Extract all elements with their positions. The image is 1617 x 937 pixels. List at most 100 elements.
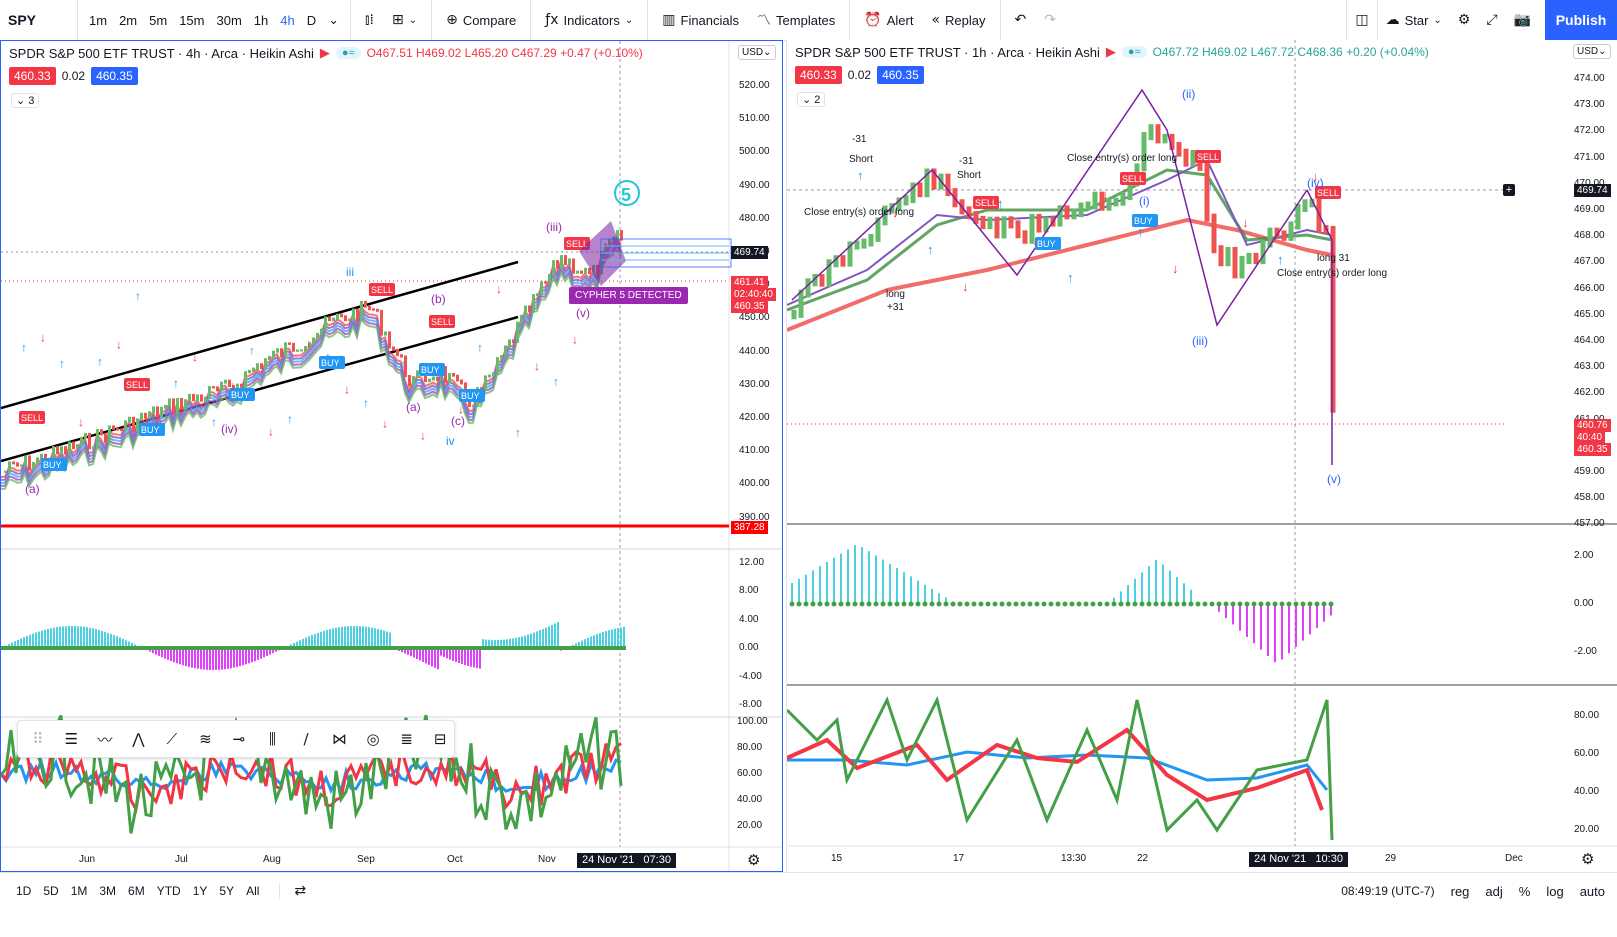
fib-retracement-icon[interactable]: ≣	[400, 730, 413, 748]
fib-channel-icon[interactable]: ≋	[199, 730, 212, 748]
adj-toggle[interactable]: adj	[1485, 883, 1503, 899]
candle	[966, 206, 972, 220]
chart-settings-icon[interactable]: ⚙	[747, 851, 761, 869]
alert-button[interactable]: ⏰ Alert	[856, 0, 921, 40]
timeframe-2m[interactable]: 2m	[119, 12, 138, 28]
log-toggle[interactable]: log	[1546, 883, 1564, 899]
wave-line	[791, 88, 1308, 327]
candle	[12, 461, 15, 465]
undo-icon[interactable]: ↶	[1014, 12, 1027, 28]
ray-icon[interactable]: ∕	[303, 730, 309, 748]
range-5D[interactable]: 5D	[43, 884, 59, 898]
layout-name-button[interactable]: ☁ Star ⌄	[1376, 0, 1450, 40]
timeframe-5m[interactable]: 5m	[149, 12, 168, 28]
ask-price[interactable]: 460.35	[877, 66, 924, 84]
abc-pattern-icon[interactable]: 〰	[97, 730, 113, 749]
range-3M[interactable]: 3M	[99, 884, 117, 898]
arrow-marker: ↑	[325, 350, 331, 364]
timeframe-30m[interactable]: 30m	[216, 12, 242, 28]
currency-select[interactable]: USD⌄	[738, 45, 776, 60]
camera-icon[interactable]: 📷	[1513, 12, 1531, 28]
range-1D[interactable]: 1D	[16, 884, 32, 898]
compare-button[interactable]: ⊕ Compare	[438, 0, 524, 40]
replay-button[interactable]: «Replay	[923, 0, 993, 40]
timeframe-chevron-icon[interactable]: ⌄	[328, 12, 340, 27]
candle	[216, 386, 219, 392]
clock[interactable]: 08:49:19 (UTC-7)	[1341, 884, 1435, 898]
auto-toggle[interactable]: auto	[1579, 883, 1605, 899]
right-chart-canvas[interactable]: SELL BUY BUY SELL SELL SELL (ii) (i) (iii) (iv) (v…	[787, 40, 1617, 870]
xabcd-pattern-icon[interactable]: ⋈	[332, 730, 348, 748]
time-tick: 22	[1137, 853, 1149, 864]
ask-price[interactable]: 460.35	[91, 67, 138, 85]
flag-icon[interactable]: ▶	[319, 45, 330, 60]
financials-button[interactable]: ▥ Financials	[654, 0, 747, 40]
indicators-collapse[interactable]: ⌄ 2	[797, 92, 826, 107]
left-chart-pane[interactable]: SELL BUY BUY SELL BUY BUY SELL BUY SELL BUY SELL ↑ ↓…	[0, 40, 783, 872]
timeframe-1m[interactable]: 1m	[89, 12, 108, 28]
percent-toggle[interactable]: %	[1518, 883, 1531, 899]
candle-type-icon[interactable]: ⊞ ⌄	[391, 12, 418, 28]
indicators-button[interactable]: ƒx Indicators ⌄	[537, 0, 641, 40]
left-chart-canvas[interactable]: SELL BUY BUY SELL BUY BUY SELL BUY SELL BUY SELL ↑ ↓…	[1, 41, 782, 871]
trend-line-icon[interactable]: ⟋	[166, 730, 178, 748]
chart-settings-icon[interactable]: ⚙	[1581, 850, 1595, 868]
add-alert-plus-icon[interactable]: +	[1503, 184, 1515, 196]
channel-lower-line[interactable]	[1, 315, 519, 463]
measure-icon[interactable]: ⊟	[433, 730, 447, 748]
right-chart-pane[interactable]: SELL BUY BUY SELL SELL SELL (ii) (i) (iii) (iv) (v…	[786, 40, 1617, 872]
arrow-marker: ↓	[344, 382, 350, 396]
macd-tick: 4.00	[739, 613, 759, 625]
channel-upper-line[interactable]	[1, 260, 519, 410]
horizontal-ray-icon[interactable]: ⊸	[232, 730, 246, 748]
status-icon[interactable]: ●≈	[335, 47, 361, 59]
status-icon[interactable]: ●≈	[1121, 46, 1147, 58]
range-1Y[interactable]: 1Y	[192, 884, 208, 898]
timeframe-D[interactable]: D	[306, 12, 317, 28]
currency-select[interactable]: USD⌄	[1573, 44, 1611, 59]
flag-icon[interactable]: ▶	[1105, 44, 1116, 59]
timeframe-1h[interactable]: 1h	[253, 12, 269, 28]
timeframe-15m[interactable]: 15m	[179, 12, 205, 28]
signal-dot	[978, 601, 984, 607]
drag-handle-icon[interactable]: ⠿	[32, 730, 44, 748]
range-5Y[interactable]: 5Y	[219, 884, 235, 898]
left-title[interactable]: SPDR S&P 500 ETF TRUST · 4h · Arca · Hei…	[9, 45, 314, 61]
range-All[interactable]: All	[246, 884, 260, 898]
arrow-marker: ↓	[1032, 233, 1039, 248]
candle	[56, 446, 59, 455]
bid-price[interactable]: 460.33	[795, 66, 842, 84]
price-tick: 459.00	[1574, 466, 1605, 477]
indicators-collapse[interactable]: ⌄ 3	[11, 93, 40, 108]
range-1M[interactable]: 1M	[70, 884, 88, 898]
signal-text: BUY	[321, 358, 340, 368]
fullscreen-icon[interactable]: ⤢	[1486, 12, 1498, 28]
signal-dot	[1230, 601, 1236, 607]
candle	[1190, 150, 1196, 167]
bottom-toolbar: 1D 5D 1M 3M 6M YTD 1Y 5Y All ⇄ 08:49:19 (UTC-7) …	[0, 872, 1617, 909]
pattern-detected-label[interactable]: CYPHER 5 DETECTED	[569, 287, 688, 304]
right-legend: SPDR S&P 500 ETF TRUST · 1h · Arca · Hei…	[795, 44, 1429, 60]
redo-icon[interactable]: ↷	[1044, 12, 1056, 28]
candle	[124, 420, 127, 432]
elliott-wave-icon[interactable]: ⋀	[132, 730, 145, 748]
lines-icon[interactable]: ☰	[64, 730, 79, 748]
settings-icon[interactable]: ⚙	[1457, 12, 1471, 28]
right-title[interactable]: SPDR S&P 500 ETF TRUST · 1h · Arca · Hei…	[795, 44, 1100, 60]
layout-icon[interactable]: ◫	[1346, 0, 1376, 40]
signal-dot	[1020, 601, 1026, 607]
publish-button[interactable]: Publish	[1545, 0, 1617, 40]
bar-chart-icon[interactable]: ⫾⁞	[365, 12, 374, 28]
cloud-icon: ☁	[1385, 12, 1400, 28]
range-6M[interactable]: 6M	[128, 884, 145, 898]
long-position-icon[interactable]: ⫼	[269, 730, 276, 748]
templates-button[interactable]: 〽 Templates	[749, 0, 843, 40]
symbol-search[interactable]: SPY	[0, 0, 78, 40]
bid-price[interactable]: 460.33	[9, 67, 56, 85]
session-reg[interactable]: reg	[1450, 883, 1470, 899]
gann-icon[interactable]: ◎	[366, 730, 380, 748]
range-YTD[interactable]: YTD	[156, 884, 181, 898]
timeframe-4h[interactable]: 4h	[280, 12, 295, 28]
goto-date-icon[interactable]: ⇄	[279, 883, 306, 899]
currency-label: USD	[742, 47, 764, 58]
